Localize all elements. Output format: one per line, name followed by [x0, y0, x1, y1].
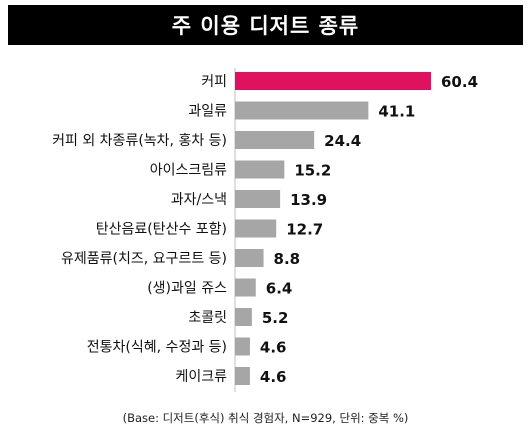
bar-chart: 커피 60.4 과일류 41.1 커피 외 차종류(녹차, 홍차 등) 24.4 아이스크림…: [52, 68, 478, 392]
category-label: 초콜릿: [188, 310, 227, 326]
bar: [235, 131, 315, 149]
category-label: 아이스크림류: [150, 163, 227, 179]
category-label: 커피 외 차종류(녹차, 홍차 등): [52, 133, 227, 149]
value-label: 13.9: [290, 191, 327, 209]
value-label: 15.2: [294, 162, 331, 180]
value-label: 60.4: [441, 73, 478, 91]
bar: [235, 219, 277, 238]
bar: [235, 308, 252, 326]
bar: [235, 337, 250, 356]
value-label: 4.6: [260, 339, 287, 357]
category-label: 유제품류(치즈, 요구르트 등): [61, 251, 227, 267]
value-label: 4.6: [260, 368, 287, 386]
bar: [235, 101, 369, 120]
category-label: 커피: [201, 74, 227, 90]
bar: [235, 160, 285, 179]
chart-footnote: (Base: 디저트(후식) 취식 경험자, N=929, 단위: 중복 %): [122, 411, 409, 425]
bar: [235, 72, 431, 90]
bar: [235, 278, 256, 297]
category-label: (생)과일 쥬스: [147, 281, 227, 297]
value-label: 6.4: [266, 280, 293, 298]
category-label: 탄산음료(탄산수 포함): [96, 222, 227, 238]
bar: [235, 190, 281, 208]
category-label: 과일류: [188, 104, 227, 120]
category-label: 케이크류: [175, 369, 227, 385]
value-label: 5.2: [262, 309, 289, 327]
value-label: 12.7: [286, 221, 323, 239]
bar: [235, 367, 250, 385]
value-label: 41.1: [378, 103, 415, 121]
category-label: 과자/스낵: [171, 192, 227, 208]
value-label: 8.8: [274, 250, 301, 268]
category-label: 전통차(식혜, 수정과 등): [87, 340, 227, 356]
bar: [235, 249, 264, 267]
bars-layer: 커피 60.4 과일류 41.1 커피 외 차종류(녹차, 홍차 등) 24.4 아이스크림…: [52, 72, 478, 386]
value-label: 24.4: [324, 132, 361, 150]
chart-title: 주 이용 디저트 종류: [8, 5, 523, 45]
